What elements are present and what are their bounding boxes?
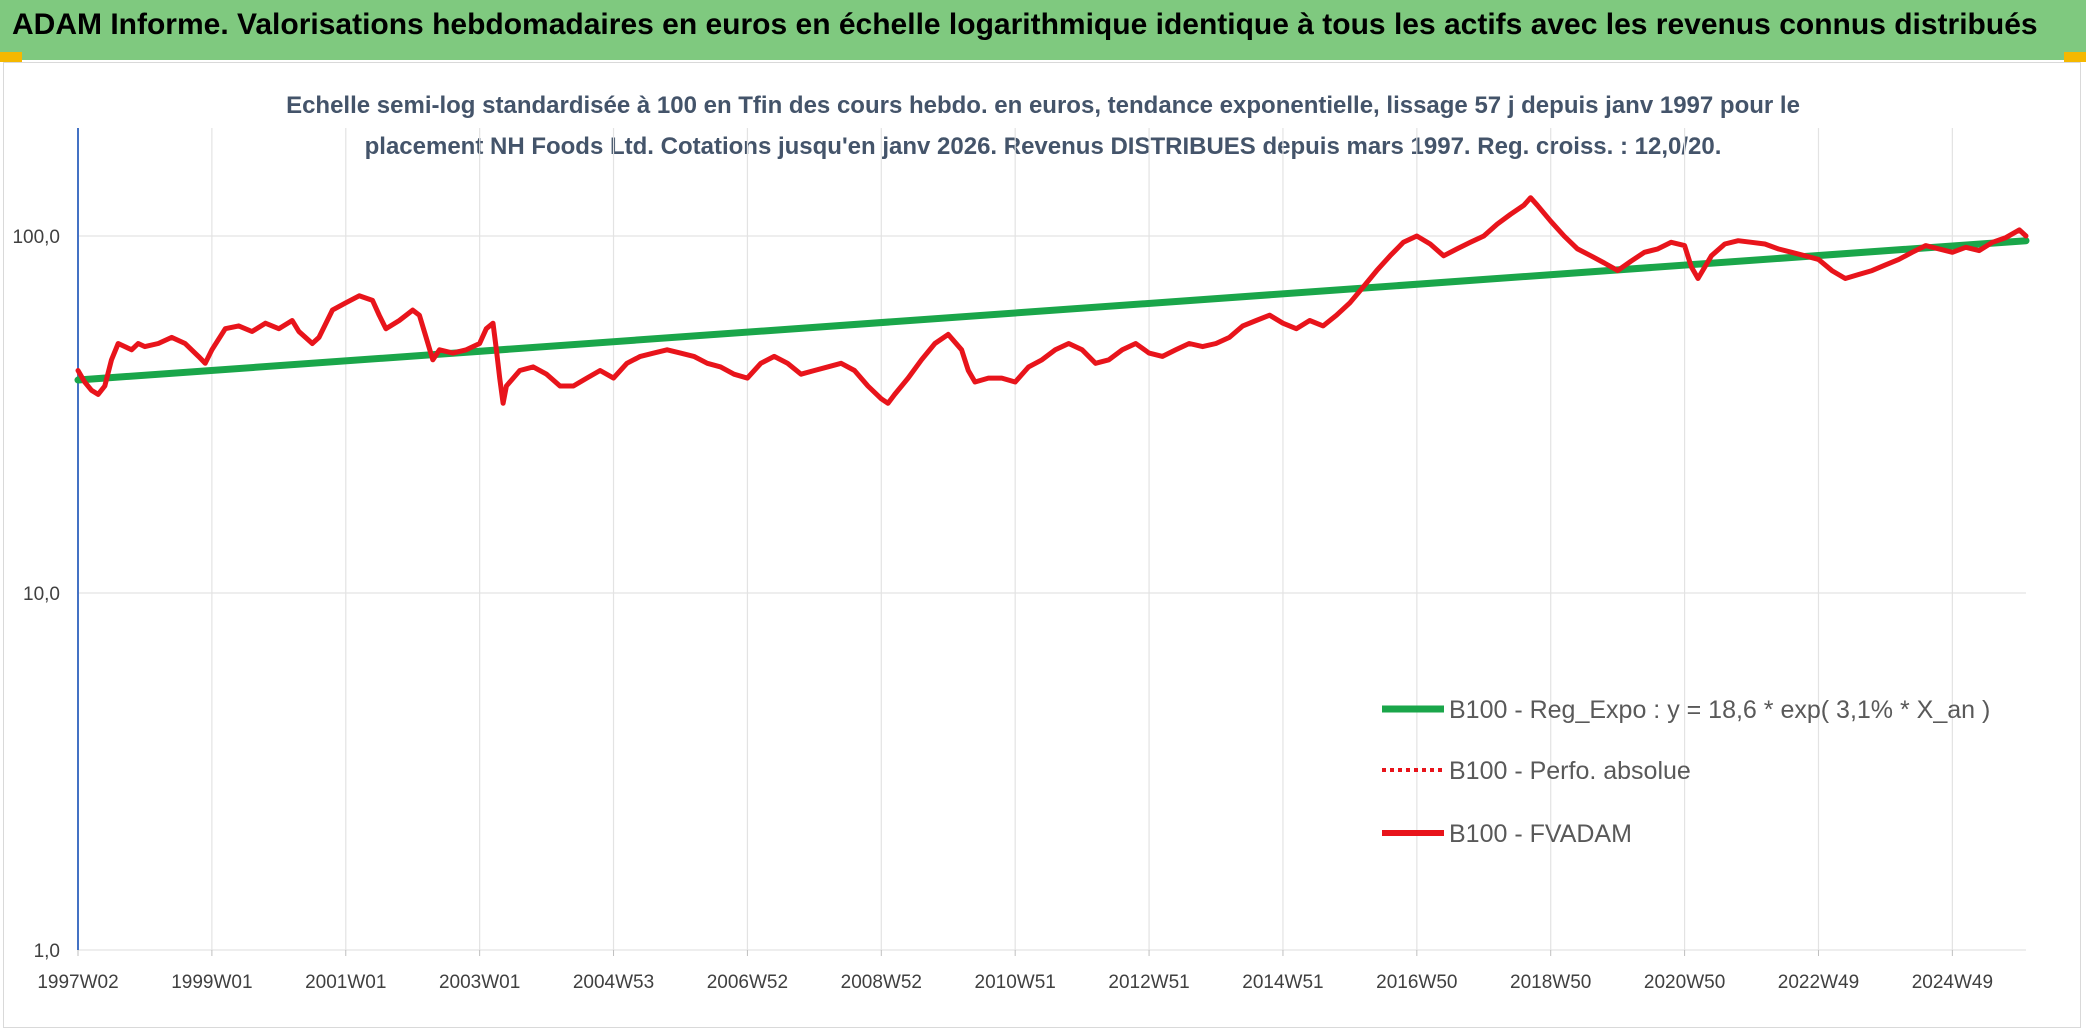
y-tick-label: 1,0: [34, 941, 60, 962]
corner-mark-left: [0, 52, 22, 62]
y-tick-label: 100,0: [12, 227, 60, 248]
y-axis-ticks: 1,0 10,0 100,0: [12, 227, 60, 962]
x-tick-label: 1999W01: [171, 972, 252, 993]
x-tick-label: 2004W53: [573, 972, 654, 993]
legend-label-reg: B100 - Reg_Expo : y = 18,6 * exp( 3,1% *…: [1449, 696, 1990, 724]
x-tick-label: 2024W49: [1912, 972, 1993, 993]
x-tick-label: 1997W02: [37, 972, 118, 993]
x-tick-label: 2010W51: [975, 972, 1056, 993]
x-tick-label: 2012W51: [1108, 972, 1189, 993]
chart-subtitle-line2: placement NH Foods Ltd. Cotations jusqu'…: [364, 133, 1722, 160]
x-tick-label: 2018W50: [1510, 972, 1591, 993]
chart-subtitle-line1: Echelle semi-log standardisée à 100 en T…: [286, 92, 1800, 119]
corner-mark-right: [2064, 52, 2086, 62]
x-tick-label: 2006W52: [707, 972, 788, 993]
x-tick-label: 2008W52: [841, 972, 922, 993]
chart-frame: [3, 62, 2081, 1028]
x-tick-label: 2016W50: [1376, 972, 1457, 993]
legend-label-fvadam: B100 - FVADAM: [1449, 820, 1632, 848]
x-tick-label: 2003W01: [439, 972, 520, 993]
report-title: ADAM Informe. Valorisations hebdomadaire…: [12, 8, 2038, 41]
x-tick-label: 2014W51: [1242, 972, 1323, 993]
series-reg-expo-line: [74, 237, 2030, 384]
y-tick-label: 10,0: [23, 584, 60, 605]
grid: [77, 128, 2026, 951]
legend-label-perf: B100 - Perfo. absolue: [1449, 757, 1691, 785]
header-banner: ADAM Informe. Valorisations hebdomadaire…: [0, 0, 2086, 60]
series-group: [74, 195, 2030, 406]
x-axis-ticks: 1997W02 1999W01 2001W01 2003W01 2004W53 2006W…: [37, 950, 1993, 993]
x-tick-label: 2020W50: [1644, 972, 1725, 993]
x-tick-label: 2022W49: [1778, 972, 1859, 993]
legend: B100 - Reg_Expo : y = 18,6 * exp( 3,1% *…: [1382, 696, 1990, 848]
series-fvadam-line: [75, 195, 2029, 406]
x-tick-label: 2001W01: [305, 972, 386, 993]
